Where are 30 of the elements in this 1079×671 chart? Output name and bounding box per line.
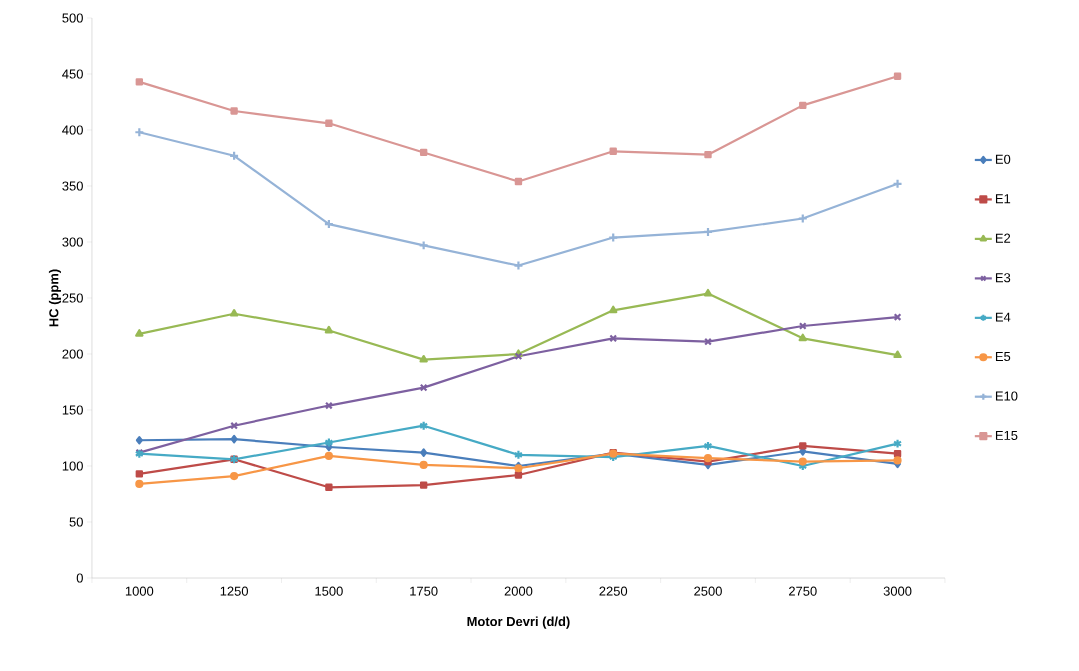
legend-label: E1 — [995, 194, 1011, 204]
x-tick-label: 2500 — [694, 586, 722, 596]
y-tick-label: 500 — [62, 13, 83, 23]
x-tick-label: 1000 — [125, 586, 154, 596]
legend-label: E0 — [995, 154, 1011, 164]
legend-label: E15 — [995, 430, 1018, 440]
legend-label: E10 — [995, 391, 1018, 401]
x-tick-label: 1500 — [315, 586, 343, 596]
y-tick-label: 0 — [76, 573, 83, 583]
x-tick-label: 2750 — [789, 586, 817, 596]
y-tick-label: 400 — [62, 125, 83, 135]
y-tick-label: 150 — [62, 405, 83, 415]
y-tick-label: 300 — [62, 237, 83, 247]
y-tick-label: 350 — [62, 181, 83, 191]
legend-label: E2 — [995, 233, 1011, 243]
x-axis-title: Motor Devri (d/d) — [467, 616, 570, 629]
legend-label: E5 — [995, 352, 1011, 362]
legend-label: E4 — [995, 312, 1011, 322]
x-tick-label: 2000 — [504, 586, 533, 596]
y-tick-label: 200 — [62, 349, 83, 359]
x-tick-label: 2250 — [599, 586, 628, 596]
y-tick-label: 100 — [62, 461, 83, 471]
y-axis-title: HC (ppm) — [48, 269, 61, 327]
legend-label: E3 — [995, 273, 1011, 283]
y-tick-label: 250 — [62, 293, 83, 303]
y-tick-label: 50 — [69, 517, 83, 527]
x-tick-label: 1250 — [220, 586, 249, 596]
y-tick-label: 450 — [62, 69, 83, 79]
x-tick-label: 1750 — [410, 586, 438, 596]
x-tick-label: 3000 — [883, 586, 912, 596]
